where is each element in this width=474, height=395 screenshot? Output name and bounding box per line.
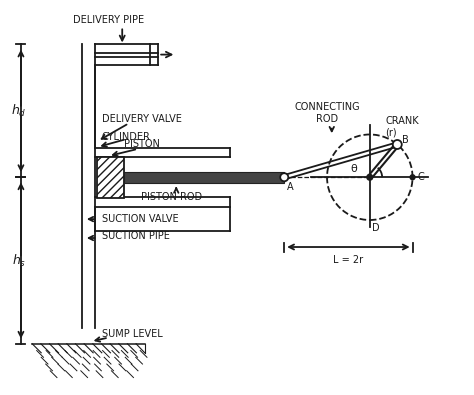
Circle shape (393, 140, 402, 149)
Text: A: A (286, 182, 293, 192)
Text: SUCTION VALVE: SUCTION VALVE (102, 214, 179, 224)
Text: C: C (417, 172, 424, 182)
Text: CONNECTING
ROD: CONNECTING ROD (294, 102, 360, 124)
Text: B: B (402, 135, 409, 145)
Text: D: D (372, 223, 380, 233)
Text: $h_s$: $h_s$ (11, 252, 26, 269)
Bar (98, 157, 125, 198)
Text: PISTON: PISTON (125, 139, 160, 149)
Bar (125, 172, 284, 182)
Circle shape (366, 174, 374, 181)
Text: DELIVERY VALVE: DELIVERY VALVE (102, 114, 182, 124)
Text: θ: θ (351, 164, 357, 174)
Circle shape (280, 173, 288, 181)
Text: SUMP LEVEL: SUMP LEVEL (102, 329, 163, 339)
Text: L = 2r: L = 2r (333, 255, 364, 265)
Text: $h_d$: $h_d$ (11, 103, 27, 119)
Text: SUCTION PIPE: SUCTION PIPE (102, 231, 170, 241)
Text: PISTON ROD: PISTON ROD (141, 192, 202, 203)
Text: DELIVERY PIPE: DELIVERY PIPE (73, 15, 144, 25)
Circle shape (410, 174, 416, 181)
Text: CYLINDER: CYLINDER (102, 132, 151, 142)
Text: CRANK
(r): CRANK (r) (385, 116, 419, 137)
